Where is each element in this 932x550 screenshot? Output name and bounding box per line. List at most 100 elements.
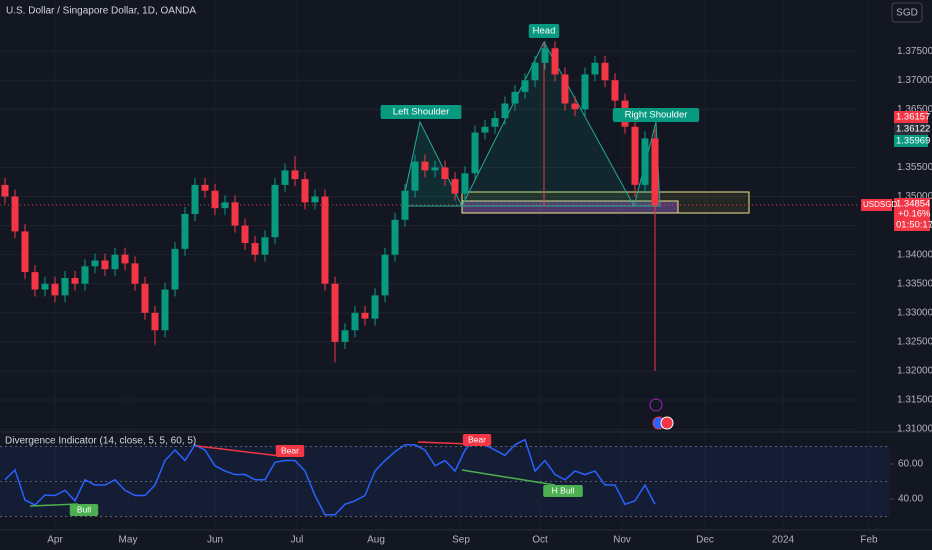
candle-body [31, 272, 39, 290]
y-tick-label: 60.00 [898, 459, 923, 470]
candle-body [561, 74, 569, 104]
candle-body [371, 295, 379, 319]
x-tick-label: May [119, 535, 138, 546]
candle-body [351, 312, 359, 331]
candle-body [611, 80, 619, 101]
candle-body [631, 126, 639, 185]
divergence-label-box [275, 445, 305, 457]
candle-body [411, 161, 419, 191]
indicator: 40.00 60.00 [0, 438, 923, 518]
candle-body [261, 237, 269, 255]
divergence-label-box [462, 434, 492, 446]
x-tick-label: Jul [291, 535, 304, 546]
candle-body [421, 161, 429, 171]
candle-body [431, 167, 439, 171]
candle-body [461, 173, 469, 194]
candle-body [521, 80, 529, 92]
symbol-tag-box [861, 199, 892, 211]
pattern-label-box [380, 105, 462, 119]
candle-body [51, 283, 59, 296]
candle-body [151, 312, 159, 331]
y-tick-label: 1.32000 [897, 366, 932, 377]
candle-body [251, 243, 259, 255]
high-price-tag-box [894, 111, 928, 123]
x-tick-label: Oct [532, 535, 548, 546]
x-tick-label: Jun [207, 535, 223, 546]
candle-body [21, 231, 29, 273]
x-tick-label: Nov [613, 535, 631, 546]
candle-body [441, 167, 449, 180]
candle-body [551, 48, 559, 75]
indicator-line [4, 438, 656, 516]
candle-body [291, 170, 299, 180]
y-tick-label: 1.37000 [897, 75, 932, 86]
candle-body [601, 62, 609, 81]
candle-body [651, 138, 659, 206]
candle-body [501, 103, 509, 119]
pattern-label: Head [533, 26, 556, 37]
candle-body [241, 225, 249, 244]
candle-body [391, 219, 399, 255]
candle-body [101, 260, 109, 270]
candle-body [141, 283, 149, 313]
candle-body [181, 213, 189, 249]
y-tick-label: 1.37500 [897, 46, 932, 57]
x-tick-label: Sep [452, 535, 470, 546]
divergence-label-box [543, 485, 583, 497]
pattern-label-box [528, 24, 560, 38]
x-tick-label: Dec [696, 535, 714, 546]
candle-body [471, 132, 479, 174]
candle-body [41, 283, 49, 290]
hidden-bull-divergence [461, 469, 556, 486]
neckline-zone [461, 200, 679, 214]
y-tick-label: 1.32500 [897, 337, 932, 348]
high-price-tag: 1.36157 [896, 112, 930, 123]
flag-icon [660, 416, 674, 430]
candle-body [541, 48, 549, 63]
candle-body [161, 289, 169, 331]
candle-body [311, 196, 319, 203]
candle-body [511, 91, 519, 104]
candle-body [201, 184, 209, 191]
candle-body [71, 277, 79, 284]
x-tick-label: Apr [47, 535, 63, 546]
bear-divergence [196, 445, 281, 457]
low-price-tag: 1.35969 [896, 136, 930, 147]
candle-body [481, 126, 489, 133]
currency-button[interactable] [891, 2, 923, 23]
x-tick-label: 2024 [772, 535, 795, 546]
candle-body [321, 196, 329, 284]
candle-body [531, 62, 539, 81]
mid-price-tag-box [894, 123, 928, 135]
y-tick-label: 40.00 [898, 494, 923, 505]
pattern-label: Right Shoulder [625, 110, 688, 121]
divergence-label: Bull [77, 504, 91, 514]
bear-divergence [417, 441, 471, 445]
candle-body [381, 254, 389, 296]
candle-body [491, 118, 499, 127]
y-tick-label: 1.35500 [897, 162, 932, 173]
event-icon [649, 398, 663, 412]
y-tick-label: 1.31000 [897, 424, 932, 435]
candle-body [121, 254, 129, 264]
candle-body [281, 170, 289, 185]
candle-body [451, 179, 459, 194]
candle-body [581, 74, 589, 110]
candle-body [361, 312, 369, 319]
candle-body [641, 138, 649, 185]
currency-label[interactable]: SGD [896, 8, 918, 19]
price-change: +0.16% [898, 209, 931, 220]
candle-body [331, 283, 339, 342]
divergence-label: Bear [468, 434, 486, 444]
candle-body [131, 263, 139, 284]
y-tick-label: 1.33000 [897, 307, 932, 318]
y-tick-label: 1.31500 [897, 395, 932, 406]
x-tick-label: Aug [367, 535, 385, 546]
last-price: 1.34854 [896, 199, 930, 210]
candle-body [301, 179, 309, 203]
x-tick-label: Feb [860, 535, 878, 546]
divergence-label-box [69, 504, 99, 516]
symbol-tag: USDSGD [863, 200, 897, 209]
